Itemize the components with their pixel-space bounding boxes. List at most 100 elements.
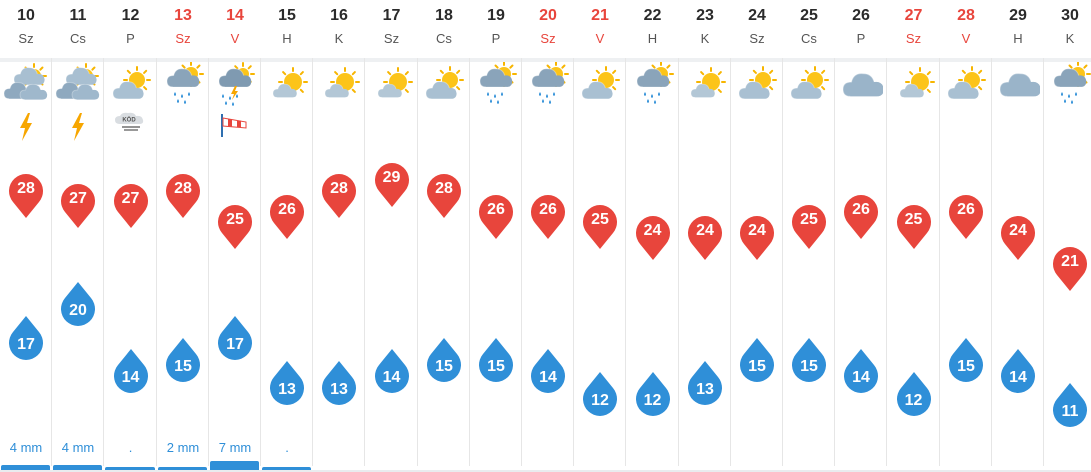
low-temperature-value: 14 bbox=[852, 369, 870, 387]
low-temperature-drop: 12 bbox=[634, 368, 672, 424]
day-column[interactable]: 17 Sz 29 14 bbox=[365, 0, 418, 472]
day-name: V bbox=[595, 31, 605, 46]
day-header: 20 Sz bbox=[522, 0, 574, 58]
low-temperature-drop: 15 bbox=[738, 334, 776, 390]
sun-cloud-rain-icon bbox=[626, 62, 679, 110]
low-temperature-drop: 11 bbox=[1051, 379, 1089, 435]
day-column[interactable]: 27 Sz 25 12 bbox=[887, 0, 940, 472]
day-column[interactable]: 13 Sz 28 15 2 mm bbox=[157, 0, 209, 472]
partly-cloudy-icon bbox=[104, 62, 157, 110]
day-number: 27 bbox=[904, 7, 923, 24]
thunderstorm-rain-icon bbox=[209, 62, 261, 110]
day-column[interactable]: 25 Cs 25 15 bbox=[783, 0, 835, 472]
day-column[interactable]: 14 V 25 17 7 mm bbox=[209, 0, 261, 472]
high-temperature-value: 26 bbox=[957, 200, 975, 218]
lightning-icon bbox=[0, 112, 52, 144]
precipitation-bar bbox=[158, 467, 207, 470]
day-column[interactable]: 29 H 24 14 bbox=[992, 0, 1044, 472]
mostly-sunny-icon bbox=[365, 62, 418, 110]
column-divider bbox=[1043, 58, 1044, 466]
high-temperature-value: 28 bbox=[174, 179, 192, 197]
column-divider bbox=[469, 58, 470, 466]
day-column[interactable]: 15 H 26 13. bbox=[261, 0, 313, 472]
low-temperature-value: 13 bbox=[330, 380, 348, 398]
day-name: K bbox=[334, 31, 344, 46]
column-divider bbox=[260, 58, 261, 466]
partly-cloudy-icon bbox=[940, 62, 992, 110]
high-temperature-pin: 24 bbox=[686, 212, 724, 268]
low-temperature-drop: 15 bbox=[425, 334, 463, 390]
day-header: 16 K bbox=[313, 0, 365, 58]
day-number: 22 bbox=[643, 7, 662, 24]
high-temperature-pin: 24 bbox=[738, 212, 776, 268]
high-temperature-pin: 27 bbox=[112, 180, 150, 236]
day-name: H bbox=[282, 31, 292, 46]
precipitation-bar bbox=[210, 461, 259, 470]
high-temperature-pin: 26 bbox=[842, 191, 880, 247]
high-temperature-pin: 24 bbox=[999, 212, 1037, 268]
day-column[interactable]: 10 Sz 28 17 4 mm bbox=[0, 0, 52, 472]
day-header: 23 K bbox=[679, 0, 731, 58]
day-header: 14 V bbox=[209, 0, 261, 58]
header-band bbox=[470, 58, 522, 62]
day-column[interactable]: 20 Sz 26 14 bbox=[522, 0, 574, 472]
column-divider bbox=[678, 58, 679, 466]
low-temperature-value: 17 bbox=[226, 335, 244, 353]
low-temperature-drop: 17 bbox=[7, 312, 45, 368]
day-column[interactable]: 11 Cs 27 20 4 mm bbox=[52, 0, 104, 472]
day-column[interactable]: 19 P 26 15 bbox=[470, 0, 522, 472]
day-name: Cs bbox=[436, 31, 452, 46]
header-band bbox=[522, 58, 574, 62]
day-column[interactable]: 23 K 24 13 bbox=[679, 0, 731, 472]
header-band bbox=[52, 58, 104, 62]
mostly-sunny-icon bbox=[313, 62, 365, 110]
precipitation-amount: . bbox=[128, 440, 133, 455]
header-band bbox=[418, 58, 470, 62]
high-temperature-value: 25 bbox=[591, 211, 609, 228]
header-band bbox=[313, 58, 365, 62]
column-divider bbox=[417, 58, 418, 466]
column-divider bbox=[312, 58, 313, 466]
day-number: 16 bbox=[330, 7, 348, 24]
day-name: H bbox=[647, 31, 658, 46]
header-band bbox=[1044, 58, 1091, 62]
high-temperature-value: 26 bbox=[852, 200, 870, 218]
day-column[interactable]: 18 Cs 28 15 bbox=[418, 0, 470, 472]
header-band bbox=[365, 58, 418, 62]
low-temperature-drop: 15 bbox=[477, 334, 515, 390]
high-temperature-pin: 26 bbox=[268, 191, 306, 247]
precipitation-amount: 7 mm bbox=[218, 440, 252, 455]
fog-icon: KÖD bbox=[104, 112, 157, 144]
column-divider bbox=[156, 58, 157, 466]
low-temperature-value: 11 bbox=[1061, 403, 1079, 420]
low-temperature-drop: 20 bbox=[59, 278, 97, 334]
low-temperature-drop: 13 bbox=[268, 357, 306, 413]
svg-text:KÖD: KÖD bbox=[122, 117, 136, 124]
day-column[interactable]: 28 V 26 15 bbox=[940, 0, 992, 472]
high-temperature-pin: 26 bbox=[529, 191, 567, 247]
header-band bbox=[626, 58, 679, 62]
low-temperature-drop: 14 bbox=[373, 345, 411, 401]
high-temperature-pin: 29 bbox=[373, 159, 411, 215]
day-column[interactable]: 26 P 26 14 bbox=[835, 0, 887, 472]
day-column[interactable]: 16 K 28 13 bbox=[313, 0, 365, 472]
mostly-sunny-icon bbox=[261, 62, 313, 110]
day-header: 29 H bbox=[992, 0, 1044, 58]
low-temperature-drop: 17 bbox=[216, 312, 254, 368]
header-band bbox=[783, 58, 835, 62]
day-column[interactable]: 22 H 24 12 bbox=[626, 0, 679, 472]
day-name: H bbox=[1013, 31, 1023, 46]
day-header: 28 V bbox=[940, 0, 992, 58]
day-column[interactable]: 12 P KÖD 27 14. bbox=[104, 0, 157, 472]
day-number: 25 bbox=[800, 7, 818, 24]
high-temperature-value: 24 bbox=[1009, 221, 1027, 239]
high-temperature-pin: 25 bbox=[895, 201, 933, 257]
day-column[interactable]: 30 K 21 11 bbox=[1044, 0, 1091, 472]
day-name: V bbox=[961, 31, 971, 46]
day-column[interactable]: 21 V 25 12 bbox=[574, 0, 626, 472]
partly-cloudy-icon bbox=[574, 62, 626, 110]
column-divider bbox=[782, 58, 783, 466]
column-divider bbox=[364, 58, 365, 466]
day-column[interactable]: 24 Sz 24 15 bbox=[731, 0, 783, 472]
